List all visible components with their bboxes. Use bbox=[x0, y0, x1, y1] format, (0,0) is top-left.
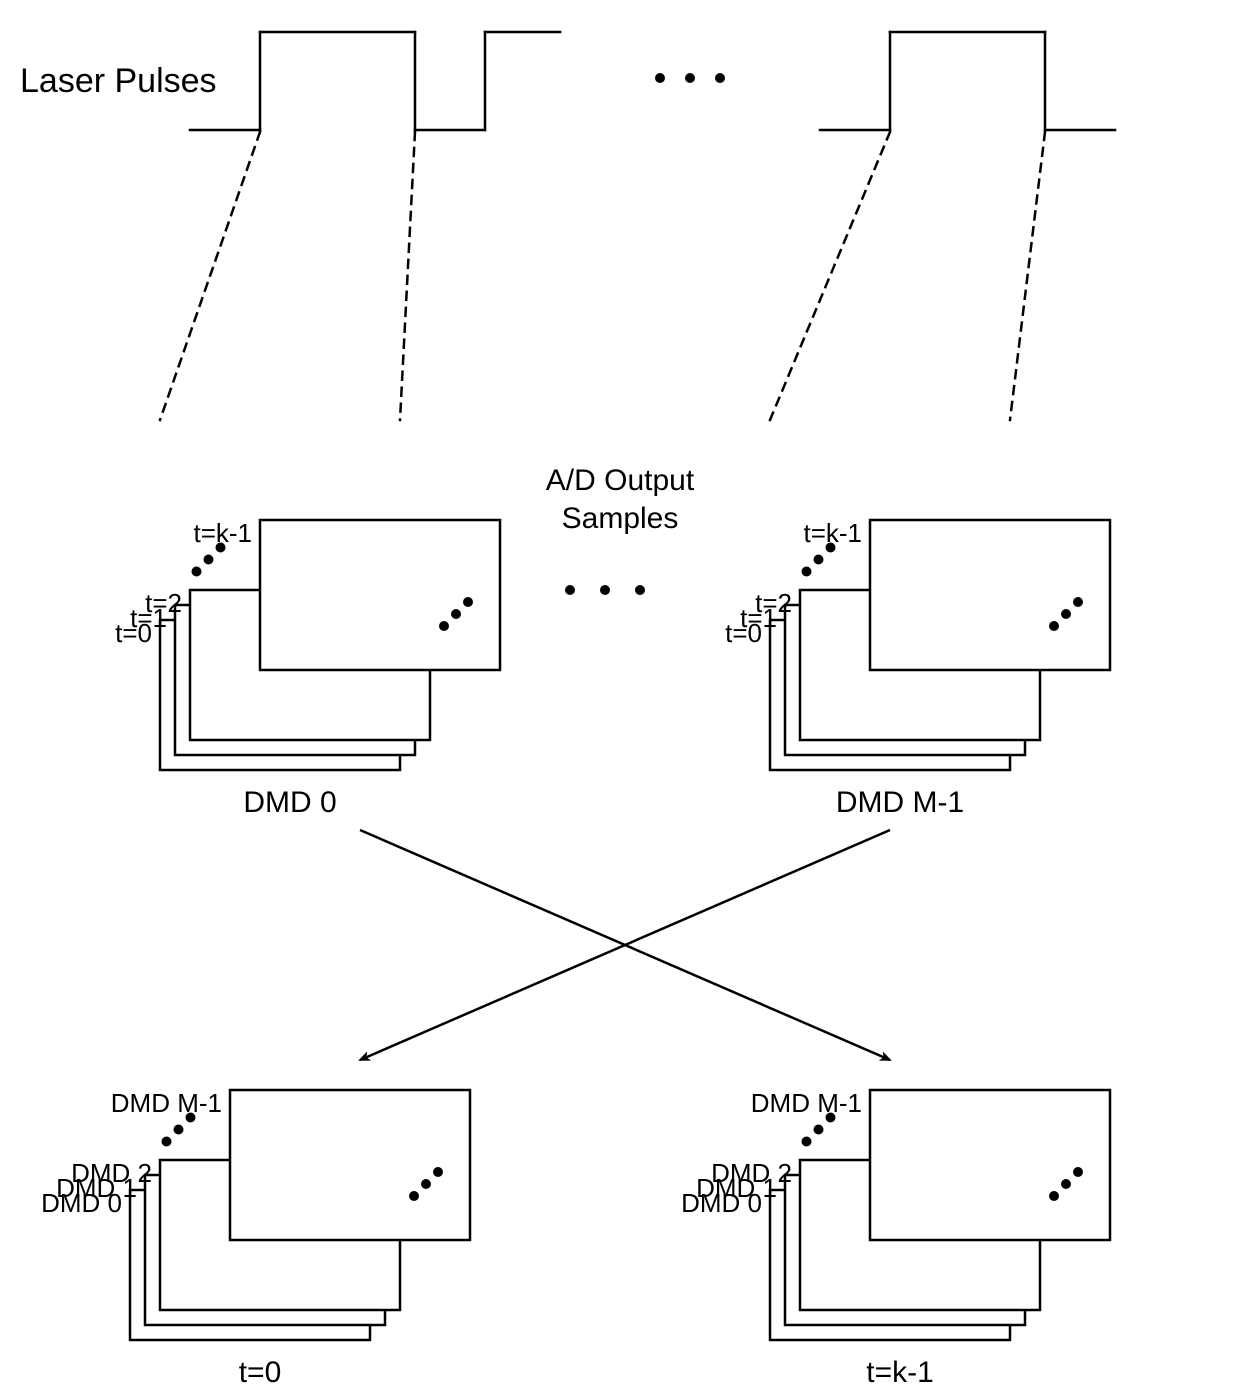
ad-output-line1: A/D Output bbox=[546, 464, 695, 497]
stack-bot-left-label-2: DMD 2 bbox=[71, 1158, 152, 1188]
diagram-canvas: Laser PulsesA/D OutputSamplest=0t=1t=2t=… bbox=[0, 0, 1240, 1396]
stack-top-right-caption: DMD M-1 bbox=[836, 786, 964, 819]
stack-bot-right-label-2: DMD 2 bbox=[711, 1158, 792, 1188]
stack-bot-right-label-3: DMD M-1 bbox=[751, 1088, 862, 1118]
stack-bot-left-caption: t=0 bbox=[239, 1356, 282, 1389]
ad-output-line2: Samples bbox=[562, 502, 679, 535]
stack-top-right-label-2: t=2 bbox=[755, 588, 792, 618]
stack-top-left-caption: DMD 0 bbox=[243, 786, 336, 819]
stack-bot-left-label-3: DMD M-1 bbox=[111, 1088, 222, 1118]
title-laser-pulses: Laser Pulses bbox=[20, 62, 217, 100]
stack-top-left-label-2: t=2 bbox=[145, 588, 182, 618]
stack-bot-right-caption: t=k-1 bbox=[866, 1356, 934, 1389]
